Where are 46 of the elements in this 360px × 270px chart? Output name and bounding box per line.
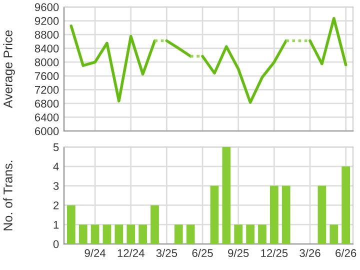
y-tick-label: 6000	[34, 127, 59, 136]
y-tick-label: 8400	[34, 44, 59, 52]
x-tick-label: 12/25	[261, 248, 288, 258]
y-tick-label: 6800	[34, 100, 59, 108]
bar	[186, 224, 195, 244]
y-tick-label: 9200	[34, 17, 59, 25]
bar	[318, 186, 326, 244]
y-tick-label: 0	[53, 240, 59, 248]
bar	[66, 205, 76, 244]
y-axis-title: No. of Trans.	[3, 160, 12, 230]
bar	[102, 224, 112, 244]
y-tick-label: 6400	[34, 113, 59, 122]
bar	[258, 224, 266, 244]
x-tick-label: 3/26	[300, 248, 320, 258]
y-tick-label: 3	[53, 182, 59, 190]
bar	[234, 224, 243, 244]
bar	[126, 224, 136, 244]
bar	[150, 205, 159, 244]
y-tick-label: 8800	[34, 30, 59, 39]
bar	[246, 224, 254, 244]
bar	[210, 186, 219, 244]
y-tick-label: 4	[53, 162, 59, 170]
x-tick-label: 9/24	[84, 248, 106, 258]
y-tick-label: 9600	[34, 3, 59, 12]
x-tick-label: 6/25	[192, 248, 213, 258]
x-tick-label: 6/26	[336, 248, 356, 258]
bar	[342, 166, 350, 244]
bar	[90, 224, 100, 244]
y-tick-label: 1	[54, 220, 59, 229]
y-tick-label: 7600	[34, 72, 59, 80]
x-tick-label: 9/25	[228, 248, 249, 258]
y-tick-label: 5	[53, 143, 59, 152]
y-tick-label: 2	[54, 201, 59, 210]
x-tick-label: 12/24	[118, 248, 144, 258]
y-tick-label: 7200	[34, 86, 59, 94]
bar	[330, 224, 338, 244]
bar	[138, 224, 147, 244]
bar	[174, 224, 183, 244]
bar	[270, 186, 278, 244]
y-tick-label: 8000	[34, 58, 59, 66]
bar	[78, 224, 88, 244]
bar	[282, 186, 290, 244]
x-tick-label: 3/25	[156, 248, 178, 258]
bar	[222, 147, 231, 244]
y-axis-title: Average Price	[3, 30, 15, 108]
bar	[114, 224, 124, 244]
